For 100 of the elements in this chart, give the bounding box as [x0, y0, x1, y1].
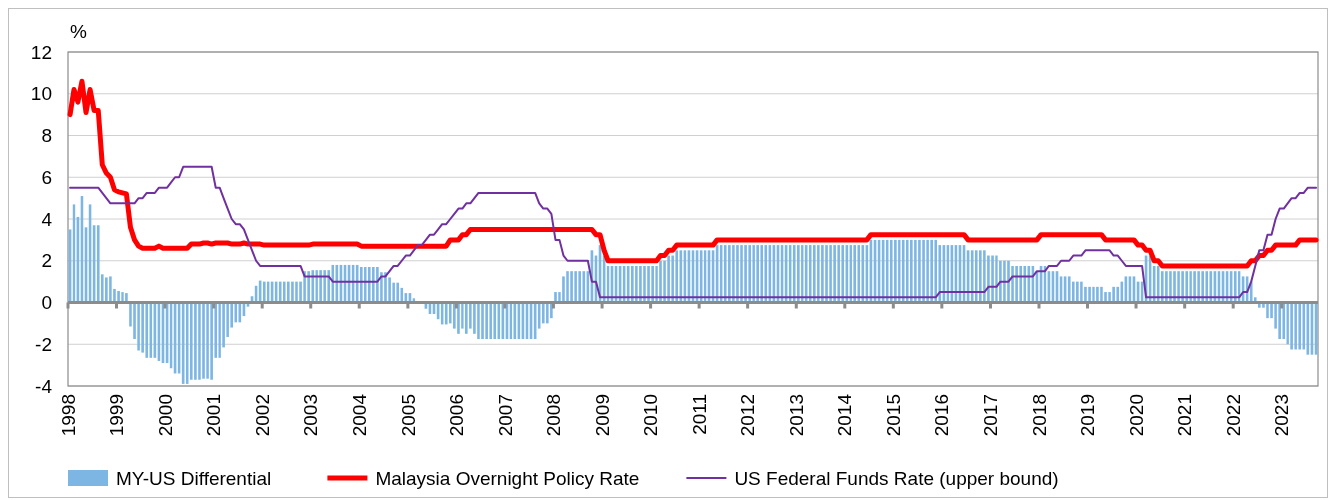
bar	[655, 265, 658, 303]
bar	[635, 265, 638, 303]
bar	[1233, 271, 1237, 303]
bar	[1205, 271, 1209, 303]
bar	[1185, 271, 1189, 303]
bar	[1023, 265, 1027, 303]
bar	[1007, 260, 1010, 303]
bar	[145, 302, 149, 358]
bar	[1019, 265, 1023, 303]
bar	[639, 265, 642, 303]
x-tick-label: 2020	[1125, 394, 1147, 437]
bar	[647, 265, 650, 303]
bar	[1193, 271, 1196, 303]
bar	[210, 302, 213, 380]
bar	[732, 245, 735, 303]
x-tick-label: 2022	[1222, 394, 1244, 437]
bar	[1067, 276, 1071, 303]
x-tick-label: 2023	[1271, 394, 1293, 437]
bar	[853, 245, 857, 303]
bar	[319, 270, 322, 303]
bar	[974, 250, 978, 303]
x-tick-label: 2018	[1028, 394, 1050, 437]
bar	[513, 302, 517, 340]
bar	[910, 239, 913, 303]
bar	[837, 245, 840, 303]
bar	[327, 270, 331, 303]
bar	[1011, 265, 1014, 303]
bar	[728, 245, 731, 303]
x-tick-label: 1998	[57, 394, 79, 437]
bar	[1080, 281, 1083, 303]
bar	[808, 245, 812, 303]
bar	[651, 265, 654, 303]
bar	[578, 271, 581, 303]
x-tick-label: 2014	[834, 393, 856, 437]
bar	[817, 245, 820, 303]
legend-label: Malaysia Overnight Policy Rate	[375, 467, 640, 489]
bar	[307, 271, 310, 303]
bar	[857, 245, 861, 303]
bar	[663, 260, 666, 303]
bar	[262, 281, 266, 303]
x-tick-label: 2001	[203, 394, 225, 437]
x-tick-label: 2008	[543, 394, 565, 437]
bar	[278, 281, 282, 303]
bar	[991, 255, 994, 303]
bar	[995, 255, 998, 303]
bar	[117, 291, 120, 303]
bar	[926, 239, 929, 303]
bar	[566, 271, 569, 303]
y-tick-label: 0	[41, 292, 52, 314]
legend-label: MY-US Differential	[116, 467, 272, 489]
bar	[631, 265, 634, 303]
bar	[752, 245, 755, 303]
bar	[1177, 271, 1180, 303]
bar	[464, 302, 468, 334]
x-tick-label: 2016	[931, 394, 953, 437]
bar	[812, 245, 816, 303]
bar	[1197, 271, 1200, 303]
bar	[1112, 286, 1115, 303]
bar	[901, 239, 905, 303]
x-tick-label: 2011	[688, 394, 710, 435]
bar	[554, 292, 557, 303]
bar	[1076, 281, 1079, 303]
bar	[582, 271, 586, 303]
bar	[797, 245, 800, 303]
bar	[109, 276, 112, 303]
bar	[914, 239, 917, 303]
bar	[723, 245, 727, 303]
bar	[804, 245, 808, 303]
line-series	[69, 165, 1318, 299]
y-tick-label: 4	[41, 208, 53, 230]
y-tick-label: -4	[35, 375, 53, 397]
y-tick-label: 10	[30, 83, 52, 105]
bar	[323, 270, 326, 303]
x-tick-label: 2005	[397, 394, 419, 437]
bar	[675, 250, 679, 303]
bar	[1165, 271, 1168, 303]
bar	[202, 302, 205, 379]
bar	[1156, 265, 1160, 303]
bar	[550, 302, 553, 319]
y-tick-label: 8	[41, 125, 52, 147]
bar	[1096, 286, 1099, 303]
bar	[1100, 286, 1103, 303]
bar	[364, 267, 367, 303]
bar	[291, 281, 294, 303]
bar	[1189, 271, 1192, 303]
y-tick-label: 2	[41, 250, 52, 272]
bar	[282, 281, 286, 303]
bar	[659, 260, 662, 303]
bar	[311, 270, 315, 303]
bar	[489, 302, 492, 340]
x-tick-label: 2019	[1077, 394, 1099, 437]
x-tick-label: 2021	[1174, 394, 1196, 437]
bar	[841, 245, 845, 303]
bar	[96, 225, 100, 303]
bar	[1209, 271, 1213, 303]
bar	[1294, 302, 1297, 350]
bar	[999, 260, 1002, 303]
bar	[1290, 302, 1293, 350]
bar	[889, 239, 893, 303]
bar	[748, 245, 752, 303]
